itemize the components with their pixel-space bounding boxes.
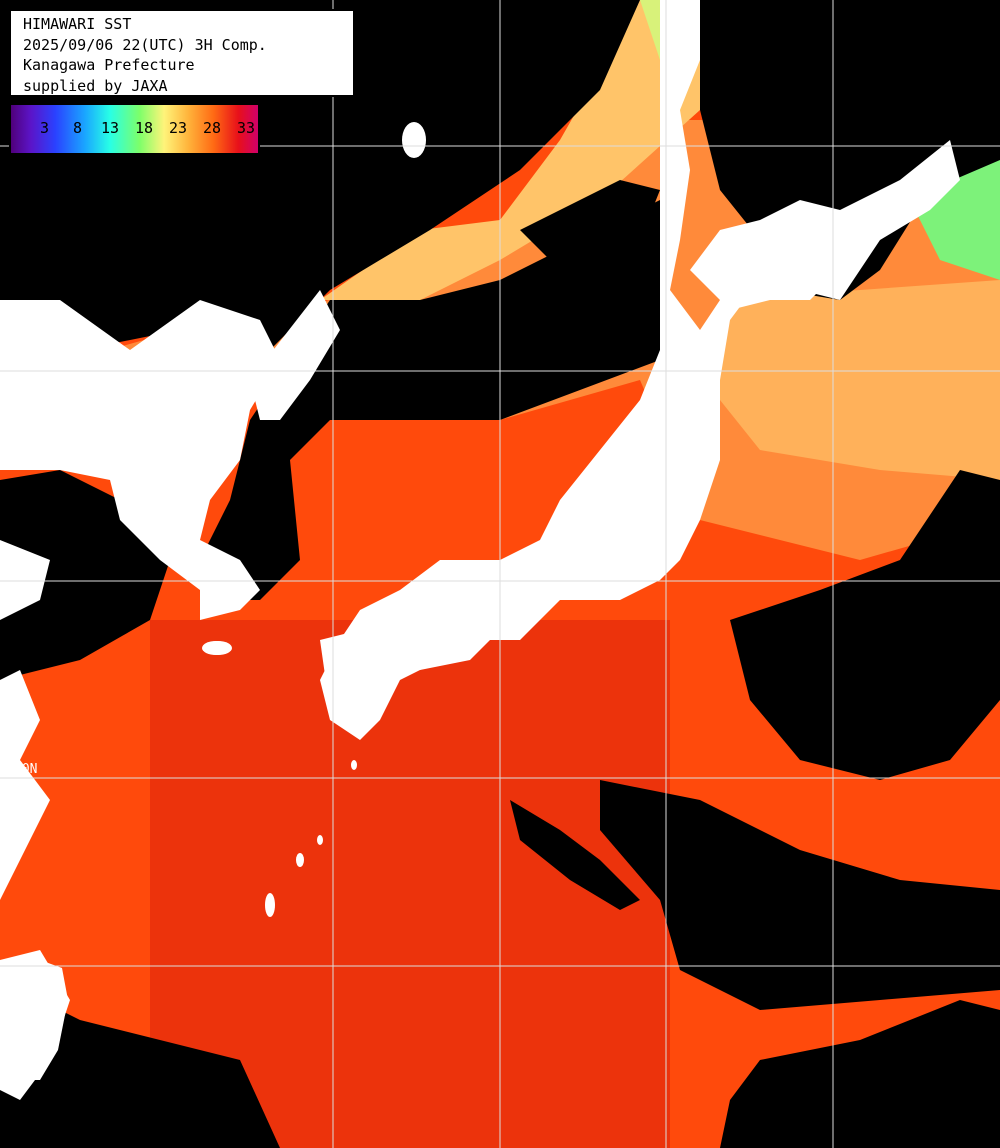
grid-label-40n: 40N	[14, 355, 37, 370]
sea-cool-pacific	[720, 280, 1000, 480]
cheju-island	[202, 641, 230, 655]
title-line-supplier: supplied by JAXA	[23, 76, 168, 95]
color-scale: 3 8 13 18 23 28 33	[9, 103, 260, 155]
scale-label-33: 33	[237, 119, 256, 137]
taiwan	[10, 960, 68, 1080]
scale-label-28: 28	[203, 119, 222, 137]
grid-label-30n: 30N	[14, 762, 37, 777]
scale-label-23: 23	[169, 119, 188, 137]
scale-label-13: 13	[101, 119, 120, 137]
scale-label-8: 8	[73, 119, 83, 137]
title-line-product: HIMAWARI SST	[23, 15, 132, 33]
island-chain	[265, 760, 357, 917]
scale-label-18: 18	[135, 119, 154, 137]
color-scale-labels: 3 8 13 18 23 28 33	[11, 119, 258, 139]
title-line-timestamp: 2025/09/06 22(UTC) 3H Comp.	[23, 35, 267, 54]
sea-cool-japan-sea	[320, 0, 720, 300]
title-line-prefecture: Kanagawa Prefecture	[23, 56, 195, 74]
scale-label-3: 3	[40, 119, 50, 137]
grid-label-50n: 50N	[672, 1, 695, 16]
title-box: HIMAWARI SST 2025/09/06 22(UTC) 3H Comp.…	[9, 9, 355, 97]
